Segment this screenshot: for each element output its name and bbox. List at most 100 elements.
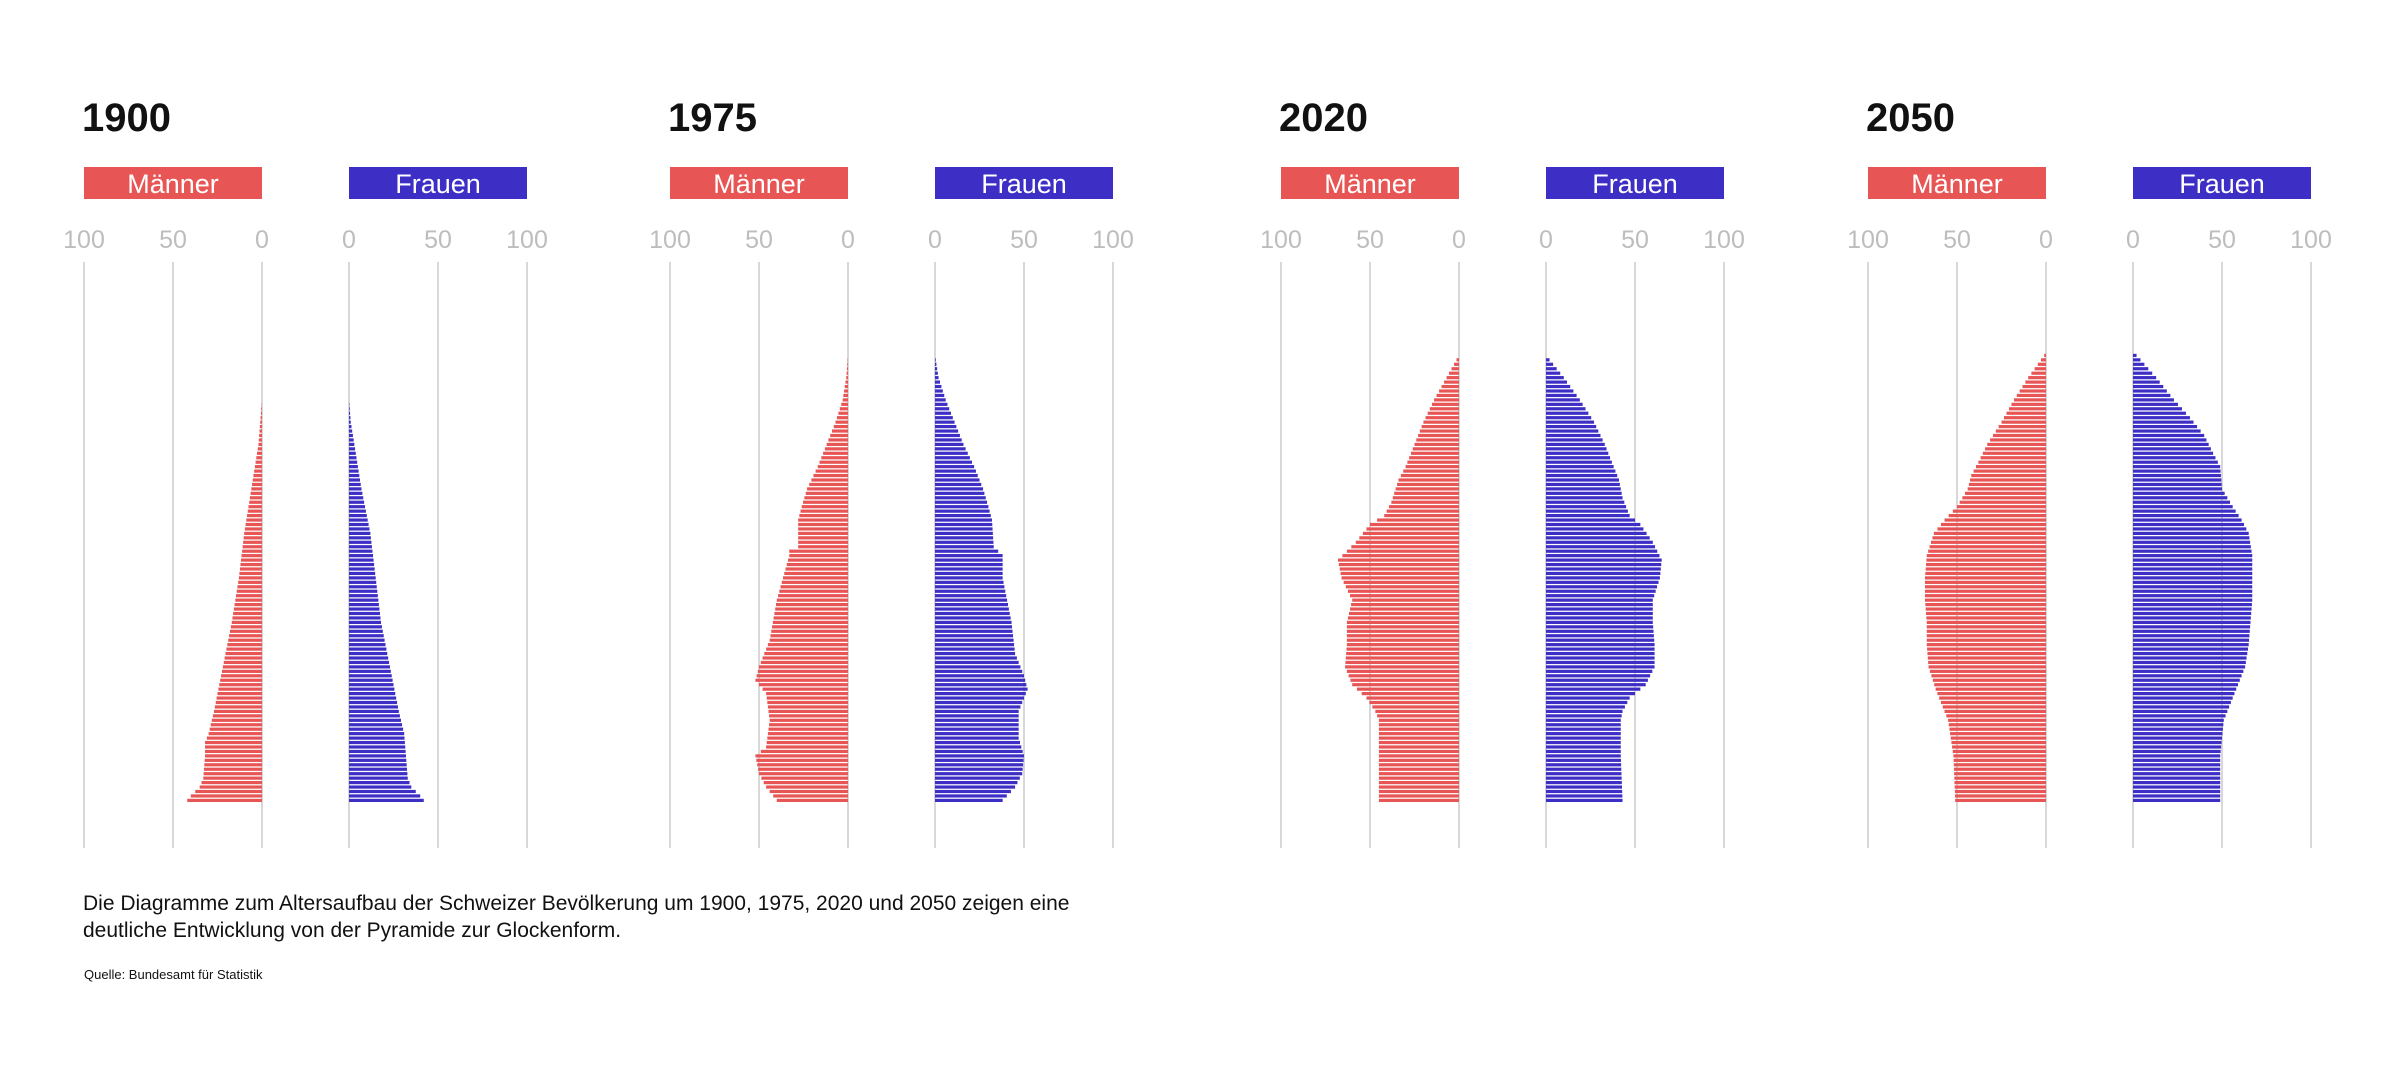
bar-maenner bbox=[788, 558, 848, 562]
bar-maenner bbox=[769, 789, 848, 794]
bar-frauen bbox=[2133, 616, 2251, 620]
bar-frauen bbox=[2133, 674, 2242, 678]
bar-maenner bbox=[821, 456, 848, 460]
tick-label-maenner: 50 bbox=[745, 226, 773, 254]
bar-maenner bbox=[229, 634, 262, 638]
bar-frauen bbox=[1546, 451, 1609, 455]
bar-maenner bbox=[799, 514, 848, 518]
bar-frauen bbox=[935, 776, 1020, 780]
bar-maenner bbox=[755, 678, 848, 682]
bar-frauen bbox=[935, 732, 1019, 736]
bar-maenner bbox=[1400, 473, 1459, 478]
bar-maenner bbox=[253, 473, 262, 478]
source-note: Quelle: Bundesamt für Statistik bbox=[84, 967, 263, 982]
bar-maenner bbox=[1967, 487, 2046, 491]
bar-frauen bbox=[349, 514, 367, 518]
bar-maenner bbox=[1378, 763, 1459, 767]
bar-frauen bbox=[2133, 607, 2252, 611]
bar-frauen bbox=[1546, 798, 1623, 802]
bar-maenner bbox=[235, 598, 262, 602]
bar-maenner bbox=[1928, 665, 2046, 669]
bar-maenner bbox=[215, 700, 262, 705]
bar-maenner bbox=[758, 767, 848, 771]
bar-frauen bbox=[1546, 460, 1612, 464]
bar-frauen bbox=[1546, 558, 1662, 562]
bar-frauen bbox=[2133, 522, 2244, 527]
bar-maenner bbox=[1378, 718, 1459, 722]
bar-maenner bbox=[774, 611, 848, 616]
bar-frauen bbox=[349, 634, 384, 638]
bar-maenner bbox=[776, 603, 848, 607]
bar-frauen bbox=[935, 380, 940, 384]
bar-maenner bbox=[248, 505, 262, 509]
bar-frauen bbox=[349, 714, 400, 718]
bar-maenner bbox=[841, 402, 848, 406]
bar-maenner bbox=[204, 763, 262, 767]
bar-frauen bbox=[349, 496, 364, 500]
bar-maenner bbox=[238, 576, 262, 580]
bar-frauen bbox=[2133, 402, 2178, 406]
bar-frauen bbox=[1546, 603, 1653, 607]
bar-frauen bbox=[1546, 527, 1644, 531]
bar-frauen bbox=[935, 500, 988, 504]
bar-maenner bbox=[783, 576, 848, 580]
bar-frauen bbox=[2133, 789, 2221, 794]
bar-frauen bbox=[349, 669, 391, 673]
bar-frauen bbox=[935, 367, 938, 371]
bar-frauen bbox=[1546, 473, 1618, 478]
bar-maenner bbox=[1934, 683, 2046, 687]
bar-frauen bbox=[935, 785, 1016, 789]
legend-maenner-box bbox=[1281, 167, 1459, 199]
bar-maenner bbox=[1987, 442, 2046, 446]
bar-frauen bbox=[935, 629, 1013, 633]
bar-frauen bbox=[935, 473, 978, 478]
bar-maenner bbox=[1370, 522, 1459, 527]
bar-maenner bbox=[772, 620, 848, 624]
bar-frauen bbox=[349, 767, 408, 771]
bar-frauen bbox=[1546, 469, 1616, 473]
bar-maenner bbox=[1362, 531, 1459, 535]
bar-frauen bbox=[2133, 714, 2226, 718]
bar-frauen bbox=[349, 776, 408, 780]
bar-maenner bbox=[1990, 438, 2046, 442]
bar-maenner bbox=[223, 660, 262, 665]
tick-label-maenner: 100 bbox=[1847, 226, 1889, 254]
bar-maenner bbox=[1940, 522, 2046, 527]
legend-frauen-label: Frauen bbox=[1592, 169, 1678, 199]
bar-maenner bbox=[830, 433, 848, 438]
bar-frauen bbox=[349, 505, 366, 509]
bar-maenner bbox=[1968, 482, 2046, 487]
bar-maenner bbox=[1346, 620, 1459, 624]
bar-frauen bbox=[1546, 482, 1620, 487]
bar-maenner bbox=[1953, 763, 2046, 767]
bar-maenner bbox=[199, 785, 262, 789]
bar-maenner bbox=[835, 420, 848, 424]
bar-frauen bbox=[2133, 709, 2228, 713]
bar-frauen bbox=[2133, 763, 2221, 767]
bar-frauen bbox=[2133, 723, 2224, 727]
bar-frauen bbox=[1546, 531, 1647, 535]
bar-maenner bbox=[836, 416, 848, 420]
bar-maenner bbox=[1392, 496, 1459, 500]
bar-frauen bbox=[349, 705, 398, 709]
bar-frauen bbox=[935, 758, 1024, 762]
bar-frauen bbox=[1546, 785, 1623, 789]
bar-frauen bbox=[935, 496, 986, 500]
bar-frauen bbox=[935, 678, 1026, 682]
bar-maenner bbox=[1928, 549, 2046, 553]
bar-frauen bbox=[2133, 692, 2235, 696]
bar-frauen bbox=[2133, 669, 2244, 673]
bar-maenner bbox=[779, 589, 848, 593]
bar-frauen bbox=[935, 714, 1019, 718]
bar-maenner bbox=[1924, 576, 2046, 580]
bar-maenner bbox=[2013, 398, 2046, 402]
bar-maenner bbox=[1439, 389, 1459, 393]
bar-frauen bbox=[2133, 429, 2201, 433]
bar-frauen bbox=[349, 620, 382, 624]
bar-frauen bbox=[349, 732, 405, 736]
bar-maenner bbox=[1952, 745, 2046, 749]
bar-maenner bbox=[1952, 749, 2046, 754]
bar-frauen bbox=[935, 736, 1019, 740]
bar-maenner bbox=[206, 736, 262, 740]
tick-label-frauen: 100 bbox=[1092, 226, 1134, 254]
